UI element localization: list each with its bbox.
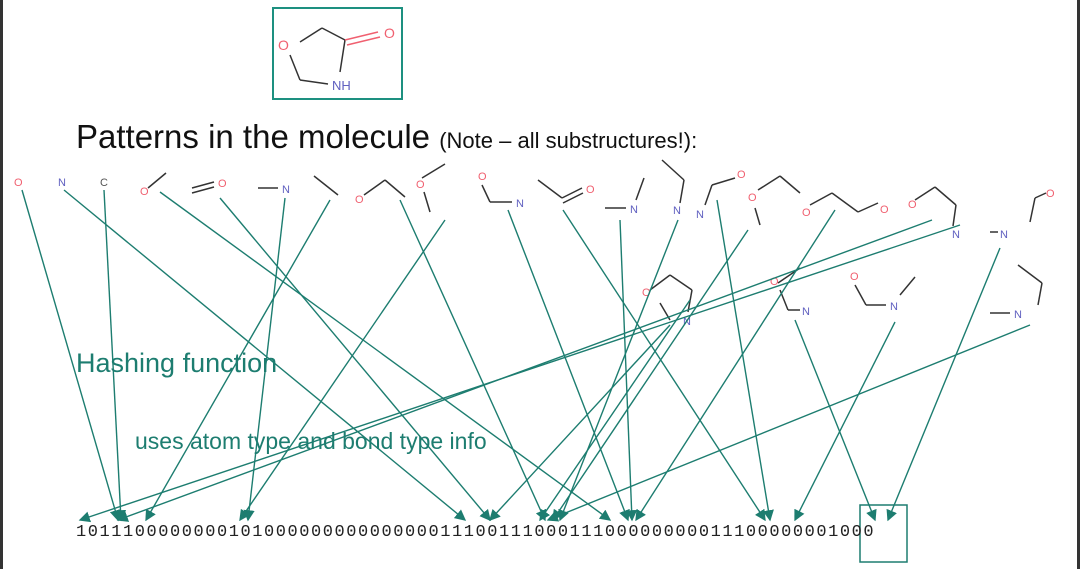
title-text: Patterns in the molecule: [76, 118, 431, 155]
hashing-label: Hashing function: [76, 348, 278, 378]
arrow: [716, 199, 774, 522]
slide-border-right: [1077, 0, 1080, 569]
atom-label: N: [630, 204, 638, 216]
atom-o: O: [384, 25, 395, 41]
arrow: [546, 324, 1031, 522]
arrow: [619, 219, 638, 522]
arrow: [116, 219, 933, 522]
highlighted-bit-box: [859, 504, 908, 563]
atom-label: N: [683, 316, 691, 328]
arrow: [159, 191, 612, 521]
arrow: [399, 199, 547, 522]
atom-label: N: [1000, 229, 1008, 241]
molecule-box: O O NH: [272, 7, 403, 100]
arrow: [507, 209, 630, 522]
atom-label: O: [586, 184, 595, 196]
atom-label: O: [737, 169, 746, 181]
atom-label: C: [100, 177, 108, 189]
arrow: [552, 229, 749, 522]
atom-label: N: [282, 184, 290, 196]
arrow: [103, 189, 127, 522]
atom-label: N: [696, 209, 704, 221]
atom-label: O: [850, 271, 859, 283]
arrow: [243, 197, 286, 522]
atom-label: O: [478, 171, 487, 183]
arrow: [489, 324, 671, 522]
atom-label: O: [880, 204, 889, 216]
atom-label: N: [802, 306, 810, 318]
atom-label: O: [748, 192, 757, 204]
arrow: [794, 321, 896, 522]
atom-label: O: [642, 287, 651, 299]
atom-label: N: [516, 198, 524, 210]
atom-label: N: [1014, 309, 1022, 321]
hashing-detail: uses atom type and bond type info: [135, 428, 487, 454]
atom-label: N: [890, 301, 898, 313]
atom-label: N: [952, 229, 960, 241]
arrow: [886, 247, 1001, 522]
atom-o: O: [278, 37, 289, 53]
arrow: [635, 209, 836, 522]
atom-label: O: [140, 186, 149, 198]
hash-arrows: [21, 189, 1031, 523]
fingerprint-bit-string: 1011100000000101000000000000000111001110…: [76, 523, 876, 542]
arrow: [78, 224, 961, 523]
atom-label: O: [770, 276, 779, 288]
arrow: [239, 219, 446, 522]
atom-label: O: [908, 199, 917, 211]
arrow: [794, 319, 877, 522]
atom-label: N: [673, 205, 681, 217]
atom-label: O: [218, 178, 227, 190]
title-note: (Note – all substructures!):: [439, 128, 698, 153]
atom-label: O: [355, 194, 364, 206]
slide-title: Patterns in the molecule (Note – all sub…: [76, 118, 697, 156]
atom-label: O: [14, 177, 23, 189]
atom-nh: NH: [332, 78, 351, 93]
arrow: [21, 189, 121, 522]
substructure-fragments: O N C O O N O O O N O N N N O O O O O N …: [14, 159, 1055, 328]
atom-label: O: [802, 207, 811, 219]
slide-border-left: [0, 0, 3, 569]
arrow: [558, 219, 679, 522]
atom-label: O: [416, 179, 425, 191]
arrow: [539, 299, 691, 522]
arrow: [145, 199, 331, 522]
arrow: [562, 209, 766, 522]
arrow: [63, 189, 467, 521]
atom-label: N: [58, 177, 66, 189]
atom-label: O: [1046, 188, 1055, 200]
arrow: [219, 197, 491, 522]
